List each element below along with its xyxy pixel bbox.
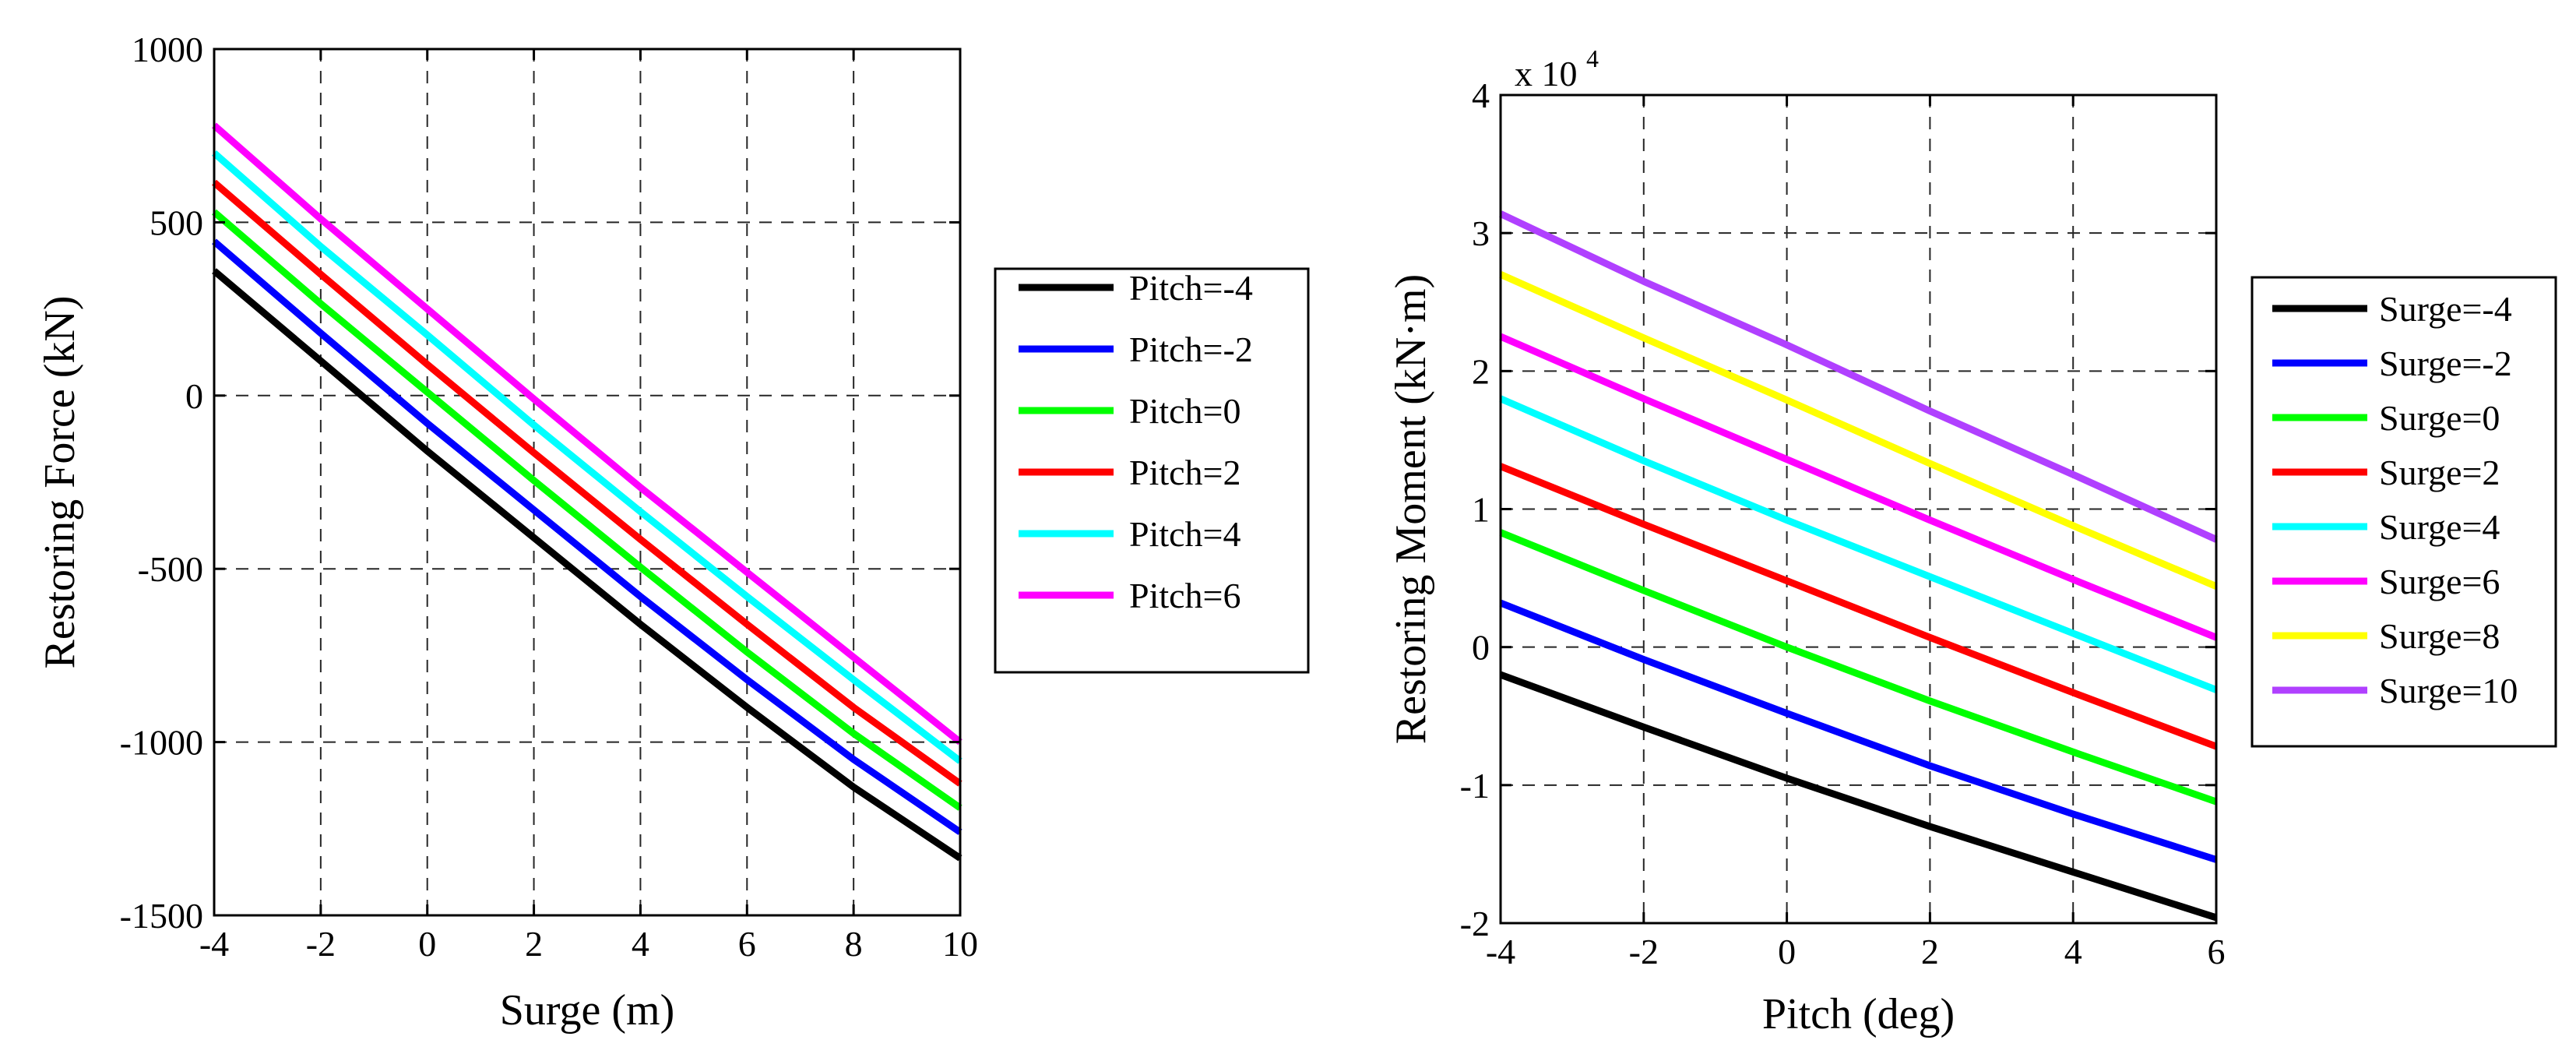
moment-x-tick-label: -4 bbox=[1486, 932, 1515, 971]
force-legend: Pitch=-4 Pitch=-2 Pitch=0 Pitch=2 Pitch=4 Pit… bbox=[994, 267, 1310, 674]
moment-y-multiplier-base: x 10 bbox=[1515, 54, 1578, 93]
moment-series-line-6 bbox=[1499, 271, 2218, 590]
force-y-tick-label: 1000 bbox=[132, 30, 203, 69]
force-y-axis-label: Restoring Force (kN) bbox=[36, 295, 84, 668]
force-x-tick-label: 2 bbox=[525, 924, 543, 964]
moment-x-tick-label: 4 bbox=[2064, 932, 2082, 971]
force-legend-label-0: Pitch=-4 bbox=[1129, 268, 1253, 308]
moment-grid bbox=[1501, 95, 2216, 923]
force-series-line-3 bbox=[212, 179, 962, 787]
force-y-tick-label: -500 bbox=[138, 549, 203, 589]
moment-legend-label-2: Surge=0 bbox=[2379, 398, 2500, 438]
force-series bbox=[212, 122, 962, 862]
force-series-line-2 bbox=[212, 209, 962, 811]
force-x-tick-label: -2 bbox=[306, 924, 336, 964]
force-x-tick-label: 8 bbox=[845, 924, 863, 964]
force-x-tick-label: 0 bbox=[418, 924, 436, 964]
force-series-line-5 bbox=[212, 122, 962, 746]
moment-series-line-0 bbox=[1499, 671, 2218, 922]
moment-legend-label-0: Surge=-4 bbox=[2379, 289, 2512, 329]
moment-legend-label-7: Surge=10 bbox=[2379, 671, 2518, 710]
moment-x-tick-label: 2 bbox=[1921, 932, 1939, 971]
force-series-line-1 bbox=[212, 238, 962, 835]
moment-y-tick-label: 0 bbox=[1472, 628, 1490, 668]
moment-y-tick-label: 2 bbox=[1472, 351, 1490, 391]
moment-series-line-2 bbox=[1499, 529, 2218, 805]
moment-series bbox=[1499, 210, 2218, 922]
force-legend-label-5: Pitch=6 bbox=[1129, 576, 1241, 615]
moment-legend-label-4: Surge=4 bbox=[2379, 507, 2500, 547]
moment-x-axis-label: Pitch (deg) bbox=[1762, 990, 1955, 1038]
moment-legend-label-6: Surge=8 bbox=[2379, 616, 2500, 656]
force-y-tick-label: -1000 bbox=[120, 723, 203, 763]
restoring-force-chart: -4 -2 0 2 4 6 8 10 -1500 -1000 -500 0 500 1000 Surge … bbox=[36, 30, 1310, 1035]
moment-series-line-3 bbox=[1499, 463, 2218, 750]
force-y-tick-label: -1500 bbox=[120, 896, 203, 936]
force-x-tick-label: 6 bbox=[738, 924, 756, 964]
force-plot-frame bbox=[213, 48, 962, 917]
moment-legend-box bbox=[2250, 276, 2557, 748]
moment-legend-label-3: Surge=2 bbox=[2379, 453, 2500, 492]
force-y-tick-label: 500 bbox=[150, 203, 203, 242]
moment-series-line-1 bbox=[1499, 599, 2218, 863]
moment-x-tick-label: -2 bbox=[1629, 932, 1659, 971]
moment-series-line-7 bbox=[1499, 210, 2218, 543]
force-x-tick-label: 10 bbox=[942, 924, 978, 964]
moment-legend-label-5: Surge=6 bbox=[2379, 562, 2500, 601]
moment-y-multiplier-exponent: 4 bbox=[1586, 44, 1599, 72]
moment-y-tick-label: -1 bbox=[1460, 766, 1490, 805]
force-legend-label-3: Pitch=2 bbox=[1129, 453, 1241, 492]
force-y-tick-label: 0 bbox=[185, 376, 203, 416]
force-legend-label-2: Pitch=0 bbox=[1129, 391, 1241, 431]
moment-y-axis-label: Restoring Moment (kN·m) bbox=[1387, 274, 1435, 744]
moment-legend-label-1: Surge=-2 bbox=[2379, 344, 2512, 383]
moment-series-line-5 bbox=[1499, 333, 2218, 641]
moment-y-multiplier: x 10 4 bbox=[1515, 44, 1599, 93]
force-legend-label-4: Pitch=4 bbox=[1129, 514, 1241, 554]
moment-legend: Surge=-4 Surge=-2 Surge=0 Surge=2 Surge=4 Sur… bbox=[2250, 276, 2557, 748]
moment-x-tick-label: 0 bbox=[1778, 932, 1796, 971]
moment-series-line-4 bbox=[1499, 395, 2218, 693]
force-x-tick-label: 4 bbox=[632, 924, 649, 964]
moment-y-tick-label: 3 bbox=[1472, 213, 1490, 253]
moment-y-tick-label: -2 bbox=[1460, 904, 1490, 943]
force-ticks: -4 -2 0 2 4 6 8 10 -1500 -1000 -500 0 500 1000 bbox=[120, 30, 978, 964]
moment-x-tick-label: 6 bbox=[2208, 932, 2226, 971]
force-series-line-4 bbox=[212, 150, 962, 764]
force-series-line-0 bbox=[212, 268, 962, 862]
force-legend-label-1: Pitch=-2 bbox=[1129, 330, 1253, 369]
moment-y-tick-label: 4 bbox=[1472, 76, 1490, 115]
moment-y-tick-label: 1 bbox=[1472, 490, 1490, 530]
force-x-axis-label: Surge (m) bbox=[500, 986, 675, 1035]
force-x-tick-label: -4 bbox=[199, 924, 229, 964]
